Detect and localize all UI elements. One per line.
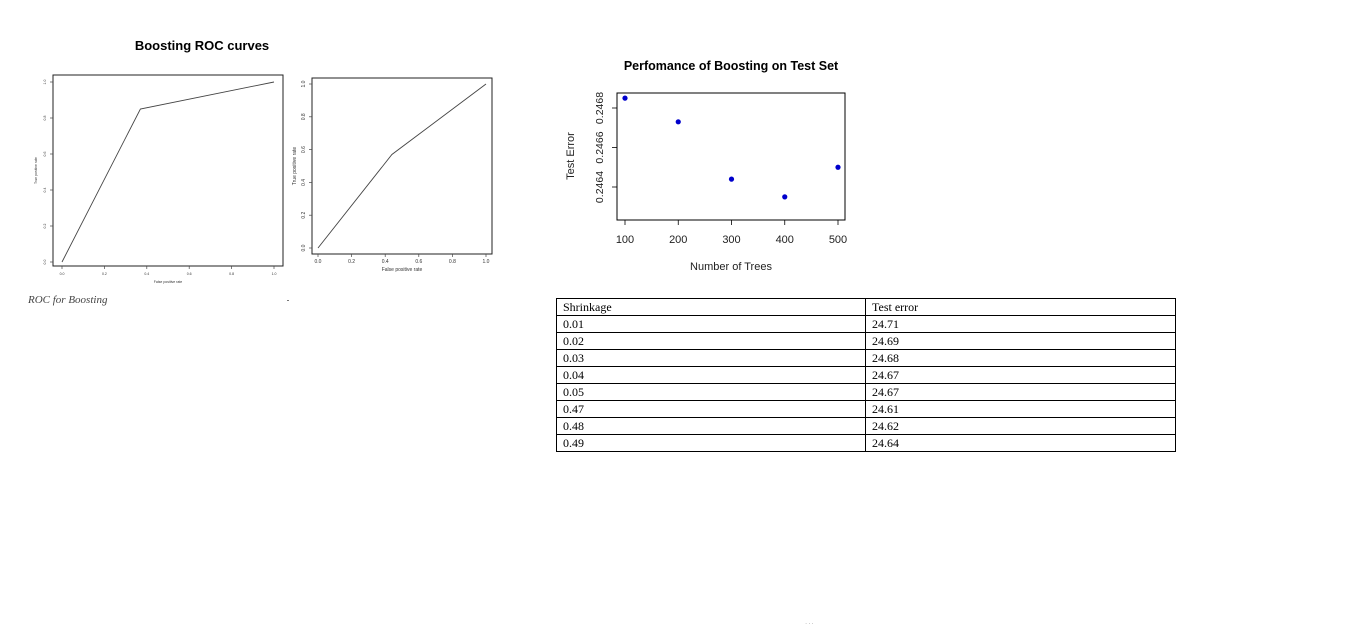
x-tick-label: 200 (669, 234, 687, 246)
table-row: 0.04 24.67 (556, 366, 1176, 384)
table-cell: 0.02 (556, 332, 866, 350)
x-tick-label: 0.8 (229, 272, 234, 276)
x-axis-label: False positive rate (382, 267, 423, 273)
header-cell: Shrinkage (556, 298, 866, 316)
data-point (622, 95, 628, 101)
y-axis-label: Test Error (565, 132, 577, 180)
data-point (782, 194, 788, 200)
y-tick-label: 1.0 (43, 80, 47, 85)
header-cell: Test error (865, 298, 1176, 316)
roc-chart-2: 0.0 0.2 0.4 0.6 0.8 1.0 0.0 0.2 0.4 0.6 0.8 1.0 Fals… (292, 77, 493, 273)
x-tick-label: 1.0 (272, 272, 277, 276)
x-tick-label: 500 (829, 234, 847, 246)
y-axis-label: True positive rate (34, 157, 38, 184)
table-row: 0.48 24.62 (556, 417, 1176, 435)
plot-frame (311, 77, 493, 255)
performance-chart: 100 200 300 400 500 0.2464 0.2466 0.2468 Number … (565, 92, 847, 273)
y-tick-label: 0.8 (301, 113, 307, 120)
data-point (728, 176, 735, 182)
table-cell: 24.68 (865, 349, 1176, 367)
shrinkage-table: Shrinkage Test error 0.01 24.71 0.02 24.69 0.0… (556, 298, 1176, 452)
y-tick-label: 0.4 (43, 188, 47, 193)
y-tick-label: 0.6 (301, 146, 307, 153)
x-tick-label: 0.6 (187, 272, 192, 276)
table-cell: 0.04 (556, 366, 866, 384)
performance-title: Perfomance of Boosting on Test Set (623, 59, 839, 73)
table-cell: 0.47 (556, 400, 866, 418)
roc-line (317, 83, 487, 249)
plot-frame (52, 74, 284, 267)
y-tick-label: 0.0 (301, 244, 307, 251)
table-cell: 0.01 (556, 315, 866, 333)
x-tick-label: 300 (722, 234, 740, 246)
x-axis-label: Number of Trees (690, 261, 772, 273)
table-header-row: Shrinkage Test error (556, 298, 1176, 316)
x-tick-label: 0.8 (449, 259, 456, 265)
table-cell: 0.05 (556, 383, 866, 401)
table-cell: 24.64 (865, 434, 1176, 452)
footer-text: ... (805, 617, 815, 626)
y-tick-label: 0.4 (301, 179, 307, 186)
x-tick-label: 0.0 (60, 272, 65, 276)
y-tick-label: 0.2 (301, 212, 307, 219)
table-cell: 24.67 (865, 366, 1176, 384)
table-row: 0.01 24.71 (556, 315, 1176, 333)
y-tick-label: 0.2464 (594, 171, 606, 203)
table-cell: 0.49 (556, 434, 866, 452)
table-cell: 0.03 (556, 349, 866, 367)
table-cell: 24.62 (865, 417, 1176, 435)
y-tick-label: 0.2468 (594, 92, 606, 124)
table-cell: 24.71 (865, 315, 1176, 333)
table-cell: 24.67 (865, 383, 1176, 401)
table-cell: 24.69 (865, 332, 1176, 350)
x-tick-label: 0.2 (348, 259, 355, 265)
x-tick-label: 0.2 (102, 272, 107, 276)
y-tick-label: 0.2466 (594, 131, 606, 163)
y-tick-label: 0.8 (43, 116, 47, 121)
x-axis-label: False positive rate (154, 280, 182, 284)
table-row: 0.47 24.61 (556, 400, 1176, 418)
stray-mark (287, 300, 289, 301)
x-tick-label: 100 (616, 234, 634, 246)
table-cell: 0.48 (556, 417, 866, 435)
plot-frame (616, 92, 846, 221)
x-tick-label: 1.0 (483, 259, 490, 265)
x-tick-label: 0.6 (415, 259, 422, 265)
data-point (675, 119, 681, 125)
y-tick-label: 0.0 (43, 260, 47, 265)
x-tick-label: 0.4 (144, 272, 149, 276)
roc-figure: 0.0 0.2 0.4 0.6 0.8 1.0 0.0 0.2 0.4 0.6 0.8 1.0 Fals… (34, 74, 493, 284)
roc-caption: ROC for Boosting (28, 294, 108, 306)
data-point (835, 164, 841, 170)
table-row: 0.02 24.69 (556, 332, 1176, 350)
table-row: 0.05 24.67 (556, 383, 1176, 401)
table-row: 0.49 24.64 (556, 434, 1176, 452)
roc-line (61, 81, 275, 263)
x-tick-label: 0.0 (315, 259, 322, 265)
roc-chart-1: 0.0 0.2 0.4 0.6 0.8 1.0 0.0 0.2 0.4 0.6 0.8 1.0 Fals… (34, 74, 284, 284)
roc-title: Boosting ROC curves (134, 38, 270, 53)
x-tick-label: 400 (776, 234, 794, 246)
table-cell: 24.61 (865, 400, 1176, 418)
y-tick-label: 0.6 (43, 152, 47, 157)
y-axis-label: True positive rate (292, 147, 298, 186)
x-tick-label: 0.4 (382, 259, 389, 265)
table-row: 0.03 24.68 (556, 349, 1176, 367)
y-tick-label: 0.2 (43, 224, 47, 229)
y-tick-label: 1.0 (301, 80, 307, 87)
